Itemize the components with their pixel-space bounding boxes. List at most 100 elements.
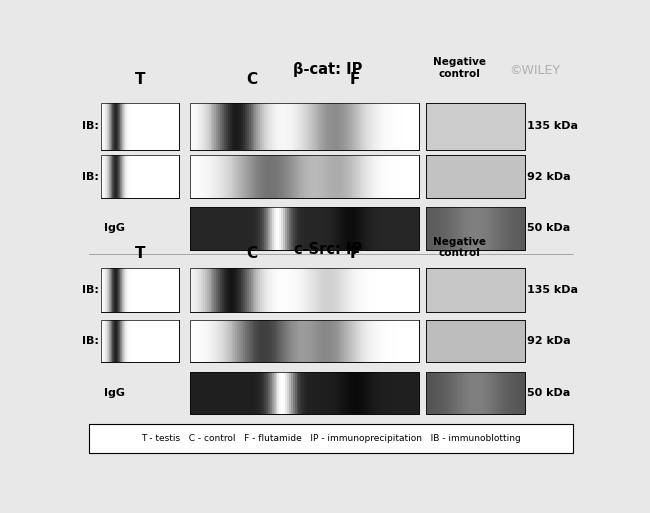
Bar: [155, 320, 156, 362]
Bar: [476, 371, 477, 415]
Bar: [270, 103, 272, 150]
Bar: [408, 103, 410, 150]
Bar: [363, 207, 365, 250]
Bar: [406, 320, 408, 362]
Bar: [331, 268, 333, 312]
Bar: [486, 207, 487, 250]
Bar: [152, 268, 153, 312]
Bar: [499, 371, 500, 415]
Bar: [377, 320, 379, 362]
Bar: [251, 320, 253, 362]
Bar: [207, 155, 209, 198]
Bar: [411, 320, 413, 362]
Bar: [151, 155, 152, 198]
Bar: [484, 207, 486, 250]
Bar: [410, 207, 411, 250]
Bar: [209, 320, 211, 362]
Bar: [502, 207, 503, 250]
Bar: [233, 371, 235, 415]
Bar: [136, 155, 137, 198]
Bar: [152, 155, 153, 198]
Bar: [321, 320, 323, 362]
Bar: [190, 371, 419, 415]
Bar: [455, 207, 456, 250]
Bar: [406, 268, 408, 312]
Bar: [515, 207, 516, 250]
Bar: [283, 103, 285, 150]
Bar: [195, 320, 197, 362]
Bar: [151, 103, 152, 150]
Bar: [133, 320, 134, 362]
Bar: [201, 155, 203, 198]
Bar: [213, 320, 214, 362]
Bar: [158, 155, 159, 198]
Bar: [323, 207, 325, 250]
Bar: [304, 155, 306, 198]
Bar: [379, 155, 380, 198]
Bar: [386, 207, 388, 250]
Bar: [133, 103, 134, 150]
Bar: [460, 371, 461, 415]
Bar: [319, 103, 321, 150]
Bar: [437, 207, 438, 250]
Bar: [287, 103, 289, 150]
Bar: [127, 320, 128, 362]
Bar: [394, 207, 396, 250]
Bar: [363, 155, 365, 198]
Bar: [380, 268, 382, 312]
Bar: [173, 155, 174, 198]
Bar: [333, 268, 335, 312]
Bar: [406, 155, 408, 198]
Bar: [494, 371, 495, 415]
Bar: [472, 207, 473, 250]
Bar: [411, 155, 413, 198]
Bar: [369, 155, 371, 198]
Bar: [137, 155, 138, 198]
Bar: [379, 268, 380, 312]
Bar: [379, 207, 380, 250]
Bar: [174, 320, 175, 362]
Bar: [274, 371, 276, 415]
Bar: [147, 320, 148, 362]
Bar: [143, 103, 144, 150]
Bar: [285, 268, 287, 312]
Bar: [124, 320, 125, 362]
Bar: [161, 155, 162, 198]
Bar: [224, 320, 226, 362]
Bar: [222, 268, 224, 312]
Bar: [323, 268, 325, 312]
Bar: [239, 320, 241, 362]
Bar: [406, 103, 408, 150]
Bar: [491, 207, 492, 250]
Bar: [147, 155, 148, 198]
Bar: [516, 207, 517, 250]
Bar: [477, 207, 478, 250]
Bar: [365, 371, 367, 415]
Bar: [218, 207, 220, 250]
Bar: [323, 103, 325, 150]
Bar: [280, 155, 281, 198]
Bar: [410, 371, 411, 415]
Bar: [331, 103, 333, 150]
Bar: [139, 268, 140, 312]
Bar: [415, 268, 417, 312]
Bar: [158, 320, 159, 362]
Bar: [171, 320, 172, 362]
Bar: [426, 207, 427, 250]
Bar: [274, 320, 276, 362]
Bar: [262, 103, 264, 150]
Bar: [276, 155, 278, 198]
Bar: [442, 371, 443, 415]
Bar: [323, 320, 325, 362]
Bar: [518, 371, 519, 415]
Bar: [428, 371, 429, 415]
Bar: [408, 371, 410, 415]
Bar: [426, 320, 525, 362]
Bar: [249, 103, 251, 150]
Bar: [148, 103, 149, 150]
Bar: [195, 268, 197, 312]
Bar: [207, 103, 209, 150]
Bar: [337, 103, 339, 150]
Bar: [135, 103, 136, 150]
Bar: [253, 155, 255, 198]
